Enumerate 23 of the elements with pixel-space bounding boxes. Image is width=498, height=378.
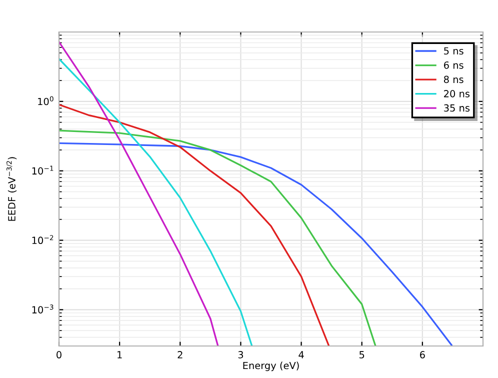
x-tick-label: 0 [56, 351, 62, 358]
y-axis-title: EEDF (eV$^{−3/2}$) [6, 157, 17, 221]
legend-label: 35 ns [444, 104, 470, 112]
x-tick-label: 4 [298, 351, 304, 358]
line-series [59, 41, 219, 346]
x-tick-label: 6 [420, 351, 425, 358]
x-tick-label: 5 [360, 351, 364, 358]
y-tick-label: 10$^{−1}$ [32, 166, 54, 175]
line-series [59, 130, 376, 346]
x-tick-label: 1 [118, 351, 122, 358]
x-axis-title: Energy (eV) [243, 362, 299, 372]
line-series [59, 142, 452, 346]
legend-label: 8 ns [444, 76, 464, 84]
y-tick-label: 10$^{−2}$ [32, 235, 54, 244]
y-tick-label: 10$^{−3}$ [32, 304, 54, 314]
x-tick-label: 2 [178, 351, 182, 358]
legend-label: 6 ns [444, 61, 464, 69]
x-tick-label: 3 [238, 351, 244, 358]
legend-label: 20 ns [444, 90, 470, 98]
line-series [59, 58, 252, 346]
line-series [59, 104, 330, 346]
legend-label: 5 ns [444, 47, 464, 55]
y-tick-label: 10$^{0}$ [38, 96, 54, 106]
